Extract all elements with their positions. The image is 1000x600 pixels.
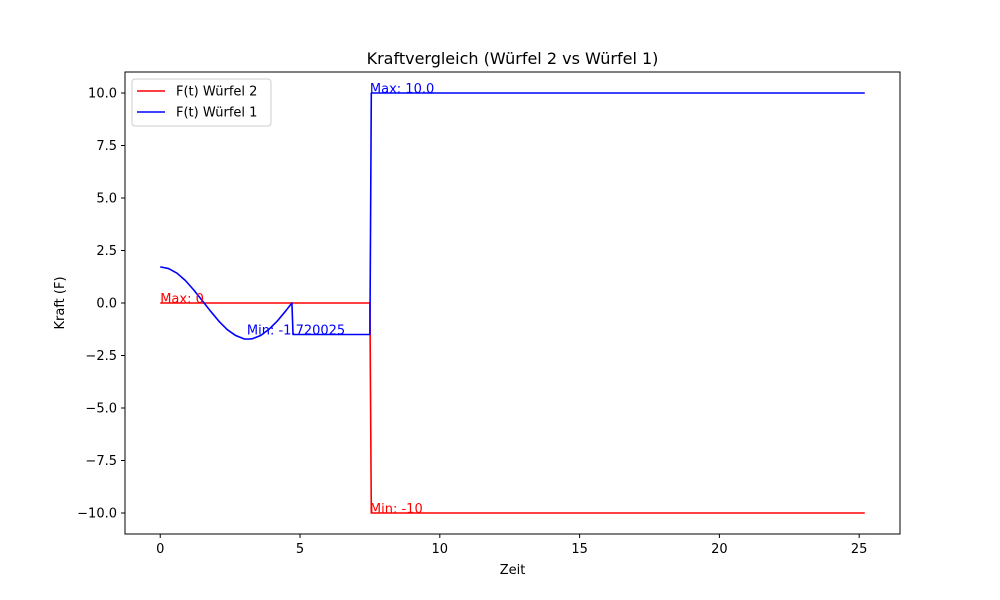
y-tick-label: 10.0 [88,87,117,102]
legend: F(t) Würfel 2 F(t) Würfel 1 [131,78,272,127]
x-tick-label: 20 [711,542,728,557]
legend-box [131,78,272,127]
x-tick-label: 10 [432,542,449,557]
y-tick-label: 7.5 [96,139,117,154]
x-axis-label: Zeit [500,563,526,578]
annotation-label: Min: -10 [370,502,423,517]
legend-label: F(t) Würfel 2 [176,85,257,100]
series-line-1 [160,302,865,514]
x-tick-label: 25 [851,542,868,557]
x-tick-label: 0 [156,542,164,557]
x-tick-label: 15 [571,542,588,557]
y-tick-label: −2.5 [85,349,117,364]
annotation-label: Max: 0 [160,292,204,307]
legend-label: F(t) Würfel 1 [176,106,257,121]
series-line-2 [160,92,865,340]
annotation-label: Max: 10.0 [370,82,434,97]
y-axis-label: Kraft (F) [53,276,68,329]
chart-title: Kraftvergleich (Würfel 2 vs Würfel 1) [367,49,659,68]
y-tick-label: −5.0 [85,402,117,417]
y-tick-label: 5.0 [96,192,117,207]
y-tick-label: −10.0 [77,507,117,522]
y-tick-label: 2.5 [96,244,117,259]
x-tick-label: 5 [296,542,304,557]
y-tick-label: −7.5 [85,454,117,469]
y-tick-label: 0.0 [96,297,117,312]
plot-area: Max: 0 Min: -1.720025 Max: 10.0 Min: -10 [160,82,865,517]
annotation-label: Min: -1.720025 [247,324,345,339]
axes-ticks: 0 5 10 15 20 25 10.0 7.5 5.0 2.5 0.0 −2.5 −5.0 −7.5 −1… [77,71,901,557]
